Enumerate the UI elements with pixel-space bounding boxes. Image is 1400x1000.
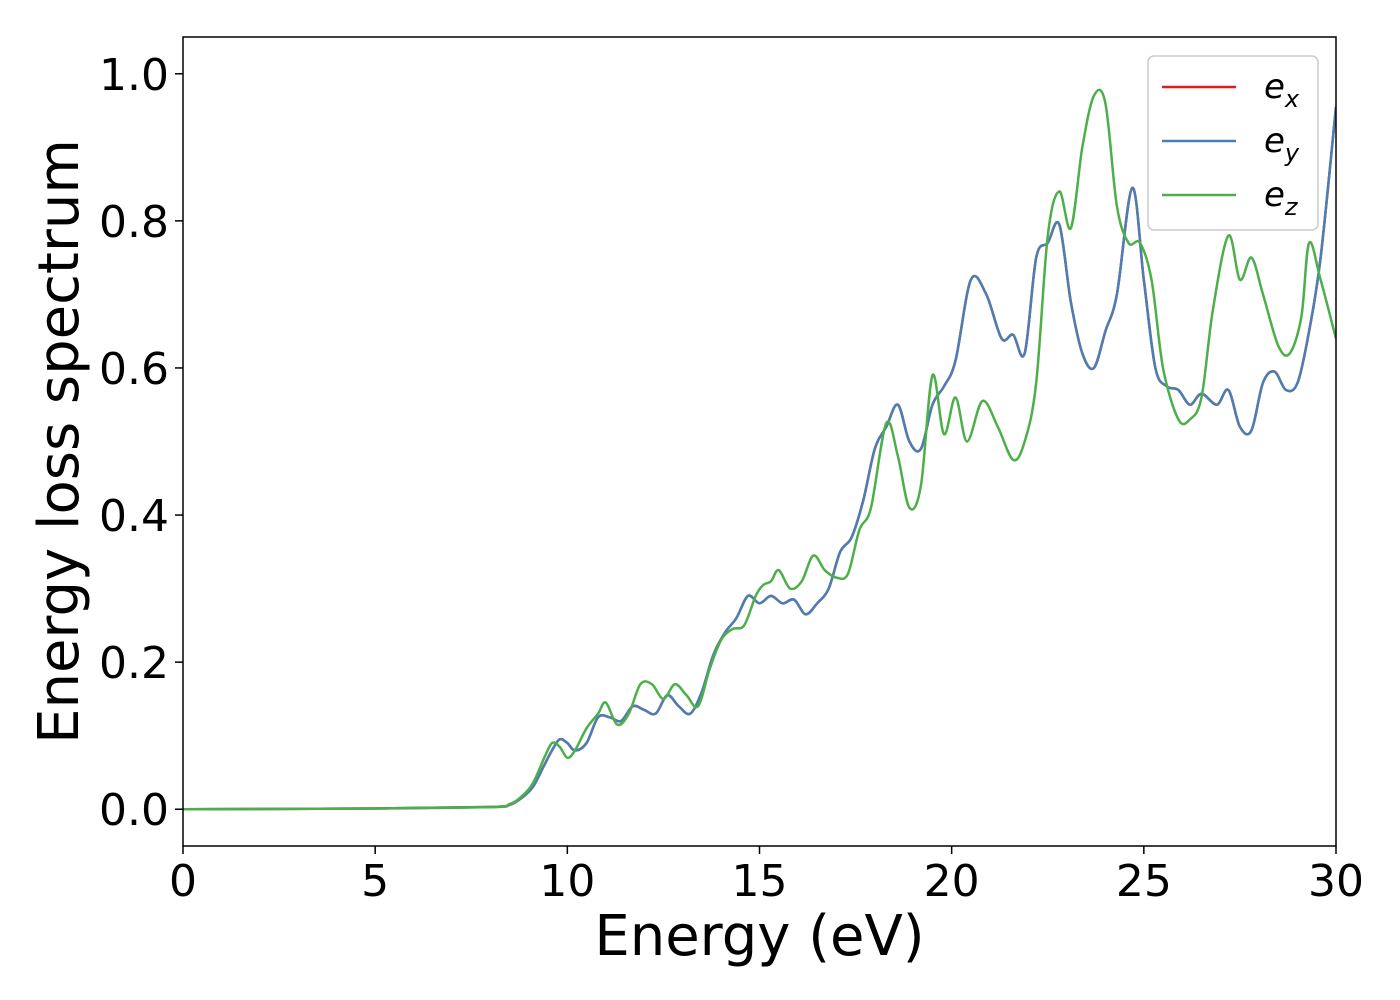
series-line-y	[183, 106, 1336, 811]
x-axis-ticks: 0 5 10 15 20 25 30	[169, 846, 1364, 907]
legend-box	[1147, 55, 1319, 231]
legend-label-y: ey	[1264, 121, 1300, 167]
x-tick-label: 15	[732, 856, 788, 907]
x-tick-label: 25	[1116, 856, 1172, 907]
series-line-z	[183, 88, 1336, 811]
y-tick-label: 0.4	[99, 491, 169, 542]
x-tick-label: 20	[924, 856, 980, 907]
x-axis-label: Energy (eV)	[594, 904, 924, 969]
y-tick-label: 0.8	[99, 197, 169, 248]
y-tick-label: 1.0	[99, 50, 169, 101]
x-tick-label: 0	[169, 856, 197, 907]
y-tick-label: 0.6	[99, 344, 169, 395]
legend-label-x: ex	[1264, 67, 1300, 113]
legend: ex ey ez	[1147, 55, 1319, 231]
y-tick-label: 0.2	[99, 638, 169, 689]
y-tick-label: 0.0	[99, 785, 169, 836]
y-axis-ticks: 0.0 0.2 0.4 0.6 0.8 1.0	[99, 50, 183, 836]
x-tick-label: 10	[539, 856, 595, 907]
y-axis-label: Energy loss spectrum	[27, 139, 92, 744]
x-tick-label: 5	[361, 856, 389, 907]
x-tick-label: 30	[1308, 856, 1364, 907]
legend-label-z: ez	[1264, 175, 1299, 221]
plot-lines	[183, 88, 1336, 811]
